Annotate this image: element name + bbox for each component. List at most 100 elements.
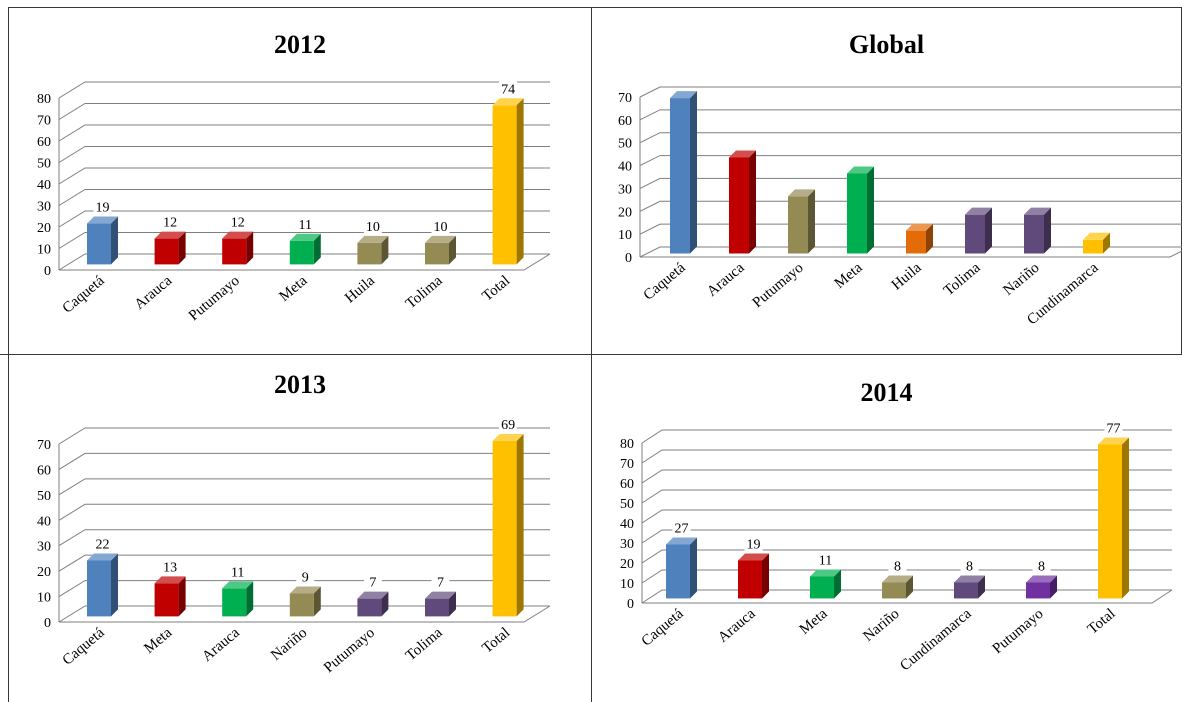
table-border-top [8, 7, 1182, 8]
x-tick-label: Putumayo [990, 606, 1047, 657]
data-label: 19 [747, 537, 761, 552]
bar-front [729, 157, 749, 254]
bar [154, 576, 186, 617]
y-tick-labels: 0 10 20 30 40 50 60 70 80 [620, 437, 634, 612]
bar [788, 189, 815, 254]
bar [670, 91, 697, 254]
bar-top [788, 189, 815, 197]
bar-front [289, 240, 314, 265]
bar-side [762, 553, 769, 599]
bar-front [87, 223, 111, 265]
bar-top [810, 569, 841, 577]
gridlines [639, 86, 1182, 258]
x-tick-label: Huila [889, 260, 925, 294]
x-tick-label: Caquetá [639, 606, 687, 650]
data-label-bg [296, 215, 315, 232]
bar [906, 223, 933, 254]
bar-top [87, 553, 118, 561]
bar [222, 581, 254, 617]
bar-side [808, 189, 815, 254]
x-tick-label: Huila [342, 273, 378, 307]
y-tick-label: 10 [37, 243, 51, 258]
bar-side [246, 581, 254, 617]
y-tick-label: 40 [620, 517, 634, 532]
x-tick-label: Putumayo [321, 625, 378, 676]
bar-top [1098, 437, 1129, 445]
bar [154, 231, 186, 265]
y-tick-label: 70 [618, 91, 632, 106]
bar-side [516, 433, 524, 617]
bar [87, 553, 118, 617]
bars [666, 437, 1129, 599]
x-tick-label: Caquetá [60, 273, 108, 317]
data-label: 11 [299, 218, 312, 233]
bar-front [357, 598, 382, 617]
gridline [641, 489, 1172, 504]
data-label: 7 [437, 576, 444, 591]
panel-2012: 2012 0 10 20 30 40 50 60 70 80 19 12 12 11 10 10 74 Caqu… [9, 8, 591, 354]
gridline [58, 103, 550, 120]
data-label: 8 [966, 559, 973, 574]
gridline [58, 167, 550, 185]
data-label-bg [499, 415, 518, 432]
bar-top [1024, 207, 1051, 215]
x-tick-label: Nariño [268, 625, 310, 664]
data-label-bg [161, 213, 180, 230]
bar-front [882, 582, 906, 599]
bar [965, 207, 992, 254]
data-label-bg [93, 535, 112, 552]
bar-side [178, 576, 186, 617]
y-tick-label: 60 [37, 135, 51, 150]
data-labels: 19 12 12 11 10 10 74 [93, 80, 518, 235]
bar [289, 586, 321, 617]
data-label: 19 [96, 201, 110, 216]
chart-floor [642, 589, 1173, 604]
data-label-bg [499, 80, 518, 97]
data-labels: 27 19 11 8 8 8 77 [672, 419, 1123, 574]
chart-floor [59, 605, 551, 623]
bars [670, 91, 1110, 254]
x-tick-label: Tolima [403, 273, 446, 313]
data-label-bg [816, 551, 835, 568]
gridlines [58, 81, 551, 271]
y-tick-label: 0 [44, 616, 51, 631]
gridline [641, 509, 1172, 524]
x-tick-label: Caquetá [60, 625, 108, 669]
y-tick-label: 70 [37, 438, 51, 453]
data-label: 7 [369, 576, 376, 591]
bar-side [381, 591, 389, 617]
x-tick-label: Caquetá [641, 260, 689, 304]
bar-top [222, 231, 254, 239]
y-tick-label: 30 [620, 537, 634, 552]
bar [738, 553, 769, 599]
bar-front [1098, 444, 1122, 599]
bar [847, 166, 874, 254]
data-label: 11 [819, 553, 832, 568]
x-tick-label: Putumayo [750, 260, 807, 311]
x-tick-label: Meta [797, 606, 831, 638]
gridline [639, 246, 1182, 258]
data-label-bg [363, 217, 382, 234]
data-label-bg [960, 557, 979, 574]
bar-side [246, 231, 254, 265]
bar-front [425, 598, 449, 617]
bar-top [729, 150, 756, 158]
bar-chart-2014: 0 10 20 30 40 50 60 70 80 27 19 11 8 8 8 77 Caquetá Arauc… [620, 419, 1173, 674]
y-tick-label: 50 [37, 489, 51, 504]
x-tick-label: Total [479, 273, 513, 305]
bar-side [1103, 232, 1110, 254]
bar-side [867, 166, 874, 254]
bar-front [87, 560, 111, 617]
bars [87, 98, 524, 265]
bar-side [978, 575, 985, 599]
y-tick-label: 20 [618, 205, 632, 220]
bar [882, 575, 913, 599]
bar-front [738, 560, 762, 599]
gridlines [641, 429, 1173, 604]
data-label-bg [672, 519, 691, 536]
gridline [639, 223, 1182, 235]
bar-side [690, 537, 697, 599]
chart-title: 2014 [860, 378, 913, 407]
x-tick-label: Arauca [199, 625, 243, 665]
bar-side [1122, 437, 1129, 599]
